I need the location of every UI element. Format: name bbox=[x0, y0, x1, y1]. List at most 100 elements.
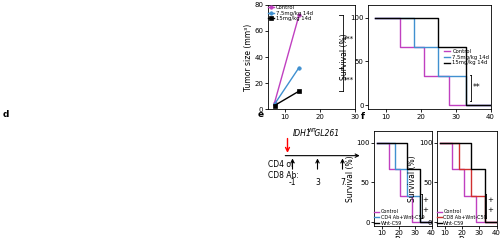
Control bbox=[372, 16, 378, 19]
CD4 Ab+Wnt-C59 bbox=[428, 221, 434, 223]
Control bbox=[409, 221, 415, 223]
Control bbox=[461, 194, 467, 197]
Line: 15mg/kg 14d: 15mg/kg 14d bbox=[273, 89, 300, 107]
15mg/kg 14d bbox=[296, 90, 302, 93]
Wnt-C59 bbox=[437, 141, 443, 144]
Control bbox=[398, 194, 404, 197]
CD4 Ab+Wnt-C59 bbox=[374, 141, 380, 144]
Line: Wnt-C59: Wnt-C59 bbox=[378, 143, 432, 222]
CD4 Ab+Wnt-C59 bbox=[404, 194, 410, 197]
Y-axis label: Survival (%): Survival (%) bbox=[408, 155, 418, 202]
Wnt-C59 bbox=[494, 221, 500, 223]
Text: CD4 or: CD4 or bbox=[268, 160, 294, 169]
Wnt-C59 bbox=[417, 221, 423, 223]
Control bbox=[398, 168, 404, 170]
7.5mg/kg 14d bbox=[435, 45, 441, 48]
Text: 7: 7 bbox=[340, 178, 345, 187]
Line: Control: Control bbox=[378, 143, 432, 222]
Text: 3: 3 bbox=[315, 178, 320, 187]
7.5mg/kg 14d bbox=[463, 104, 469, 107]
Legend: Control, CD8 Ab+Wnt-C59, Wnt-C59: Control, CD8 Ab+Wnt-C59, Wnt-C59 bbox=[437, 209, 487, 226]
7.5mg/kg 14d bbox=[410, 16, 416, 19]
Legend: Control, 7.5mg/kg 14d, 15mg/kg 14d: Control, 7.5mg/kg 14d, 15mg/kg 14d bbox=[268, 5, 313, 21]
Control bbox=[446, 75, 452, 78]
15mg/kg 14d bbox=[463, 104, 469, 107]
Wnt-C59 bbox=[404, 168, 410, 170]
Text: +: + bbox=[487, 207, 493, 213]
Control bbox=[396, 45, 402, 48]
CD8 Ab+Wnt-C59 bbox=[468, 194, 474, 197]
CD8 Ab+Wnt-C59 bbox=[482, 194, 488, 197]
7.5mg/kg 14d bbox=[435, 75, 441, 78]
Control bbox=[473, 221, 479, 223]
CD8 Ab+Wnt-C59 bbox=[456, 141, 462, 144]
15mg/kg 14d bbox=[488, 104, 494, 107]
15mg/kg 14d bbox=[372, 16, 378, 19]
Wnt-C59 bbox=[404, 141, 410, 144]
Control bbox=[409, 194, 415, 197]
7.5mg/kg 14d bbox=[410, 45, 416, 48]
7.5mg/kg 14d bbox=[272, 103, 278, 106]
Wnt-C59 bbox=[468, 141, 474, 144]
Control bbox=[421, 75, 427, 78]
Text: -1: -1 bbox=[289, 178, 296, 187]
Legend: Control, CD4 Ab+Wnt-C59, Wnt-C59: Control, CD4 Ab+Wnt-C59, Wnt-C59 bbox=[374, 209, 424, 226]
CD4 Ab+Wnt-C59 bbox=[404, 168, 410, 170]
Wnt-C59 bbox=[468, 168, 474, 170]
Text: e: e bbox=[258, 110, 264, 119]
Text: +: + bbox=[422, 207, 428, 213]
7.5mg/kg 14d bbox=[372, 16, 378, 19]
Text: WT: WT bbox=[308, 128, 316, 133]
Legend: Control, 7.5mg/kg 14d, 15mg/kg 14d: Control, 7.5mg/kg 14d, 15mg/kg 14d bbox=[444, 49, 490, 65]
Y-axis label: Tumor size (mm³): Tumor size (mm³) bbox=[244, 24, 253, 91]
Control bbox=[488, 104, 494, 107]
Text: a: a bbox=[2, 0, 8, 2]
Control bbox=[494, 221, 500, 223]
Control bbox=[428, 221, 434, 223]
Y-axis label: Survival (%): Survival (%) bbox=[346, 155, 355, 202]
Control bbox=[386, 141, 392, 144]
X-axis label: Day:: Day: bbox=[394, 236, 411, 238]
Control bbox=[437, 141, 443, 144]
Text: ***: *** bbox=[344, 36, 354, 42]
Control bbox=[449, 168, 455, 170]
Text: GL261: GL261 bbox=[312, 129, 340, 138]
Text: CD8 Ab:: CD8 Ab: bbox=[268, 171, 298, 180]
Text: +: + bbox=[487, 197, 493, 203]
Text: **: ** bbox=[473, 83, 481, 92]
15mg/kg 14d bbox=[463, 45, 469, 48]
Wnt-C59 bbox=[428, 221, 434, 223]
Control bbox=[396, 16, 402, 19]
CD4 Ab+Wnt-C59 bbox=[417, 221, 423, 223]
CD8 Ab+Wnt-C59 bbox=[468, 168, 474, 170]
Line: Control: Control bbox=[375, 18, 490, 105]
Text: +: + bbox=[422, 197, 428, 203]
CD8 Ab+Wnt-C59 bbox=[482, 221, 488, 223]
Text: d: d bbox=[2, 110, 9, 119]
Text: IDH1: IDH1 bbox=[292, 129, 311, 138]
X-axis label: Day:: Day: bbox=[458, 236, 475, 238]
Line: Wnt-C59: Wnt-C59 bbox=[440, 143, 496, 222]
CD4 Ab+Wnt-C59 bbox=[392, 168, 398, 170]
Wnt-C59 bbox=[482, 221, 488, 223]
7.5mg/kg 14d bbox=[296, 66, 302, 69]
Line: 7.5mg/kg 14d: 7.5mg/kg 14d bbox=[273, 66, 300, 106]
Line: 15mg/kg 14d: 15mg/kg 14d bbox=[375, 18, 490, 105]
Control bbox=[461, 168, 467, 170]
7.5mg/kg 14d bbox=[463, 75, 469, 78]
15mg/kg 14d bbox=[272, 104, 278, 107]
Control bbox=[374, 141, 380, 144]
Control bbox=[473, 194, 479, 197]
Control bbox=[446, 104, 452, 107]
Y-axis label: Survival (%): Survival (%) bbox=[340, 34, 349, 80]
Wnt-C59 bbox=[482, 168, 488, 170]
Wnt-C59 bbox=[417, 168, 423, 170]
15mg/kg 14d bbox=[435, 45, 441, 48]
Line: Control: Control bbox=[440, 143, 496, 222]
CD8 Ab+Wnt-C59 bbox=[494, 221, 500, 223]
Control bbox=[449, 141, 455, 144]
Text: ***: *** bbox=[344, 76, 354, 82]
7.5mg/kg 14d bbox=[488, 104, 494, 107]
CD4 Ab+Wnt-C59 bbox=[392, 141, 398, 144]
Control bbox=[421, 45, 427, 48]
